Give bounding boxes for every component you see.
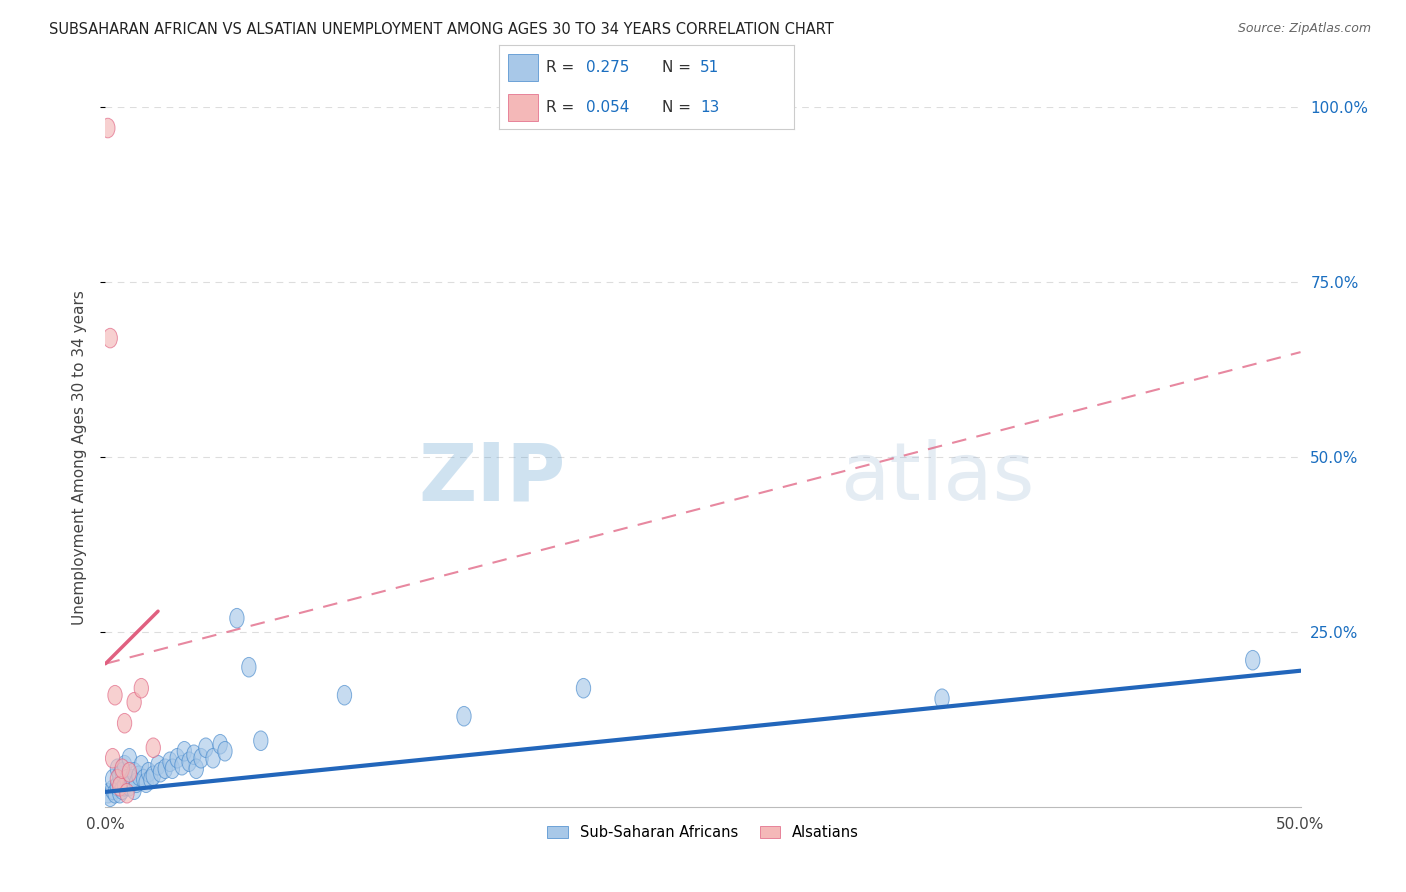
Ellipse shape	[110, 770, 125, 789]
Text: 0.275: 0.275	[586, 60, 630, 75]
Ellipse shape	[101, 119, 115, 138]
Text: 0.054: 0.054	[586, 100, 630, 115]
Ellipse shape	[174, 756, 188, 775]
Ellipse shape	[103, 328, 118, 348]
Ellipse shape	[118, 714, 132, 733]
Ellipse shape	[115, 759, 129, 779]
Text: N =: N =	[661, 100, 696, 115]
Text: Source: ZipAtlas.com: Source: ZipAtlas.com	[1237, 22, 1371, 36]
Ellipse shape	[134, 756, 149, 775]
Ellipse shape	[157, 759, 173, 779]
Ellipse shape	[112, 776, 127, 796]
Ellipse shape	[188, 759, 204, 779]
Ellipse shape	[146, 766, 160, 786]
Ellipse shape	[163, 752, 177, 772]
Ellipse shape	[101, 783, 115, 803]
Ellipse shape	[253, 731, 269, 750]
Ellipse shape	[105, 770, 120, 789]
Ellipse shape	[134, 679, 149, 698]
Ellipse shape	[205, 748, 221, 768]
Ellipse shape	[242, 657, 256, 677]
Ellipse shape	[127, 763, 141, 782]
Ellipse shape	[194, 748, 208, 768]
Ellipse shape	[115, 763, 129, 782]
Bar	[508, 94, 537, 120]
Ellipse shape	[127, 692, 141, 712]
Ellipse shape	[120, 770, 134, 789]
Ellipse shape	[214, 734, 228, 754]
Ellipse shape	[125, 770, 139, 789]
Ellipse shape	[122, 748, 136, 768]
Ellipse shape	[120, 783, 134, 803]
Text: atlas: atlas	[841, 439, 1035, 517]
Ellipse shape	[110, 759, 125, 779]
Text: ZIP: ZIP	[419, 439, 565, 517]
Ellipse shape	[112, 766, 127, 786]
Ellipse shape	[935, 689, 949, 708]
Text: 13: 13	[700, 100, 720, 115]
Text: 51: 51	[700, 60, 718, 75]
Ellipse shape	[118, 776, 132, 796]
Ellipse shape	[105, 780, 120, 799]
Ellipse shape	[177, 741, 191, 761]
Ellipse shape	[337, 685, 352, 705]
Ellipse shape	[457, 706, 471, 726]
Ellipse shape	[170, 748, 184, 768]
Ellipse shape	[229, 608, 245, 628]
Ellipse shape	[141, 763, 156, 782]
Ellipse shape	[115, 780, 129, 799]
Ellipse shape	[105, 748, 120, 768]
Ellipse shape	[218, 741, 232, 761]
Ellipse shape	[129, 773, 143, 793]
Ellipse shape	[122, 776, 136, 796]
Text: R =: R =	[547, 60, 579, 75]
Ellipse shape	[198, 738, 214, 757]
Ellipse shape	[150, 756, 166, 775]
Ellipse shape	[166, 759, 180, 779]
Ellipse shape	[187, 745, 201, 764]
Text: SUBSAHARAN AFRICAN VS ALSATIAN UNEMPLOYMENT AMONG AGES 30 TO 34 YEARS CORRELATIO: SUBSAHARAN AFRICAN VS ALSATIAN UNEMPLOYM…	[49, 22, 834, 37]
Ellipse shape	[153, 763, 167, 782]
Ellipse shape	[118, 756, 132, 775]
Ellipse shape	[122, 763, 136, 782]
Bar	[508, 54, 537, 81]
Ellipse shape	[127, 780, 141, 799]
Ellipse shape	[132, 766, 146, 786]
Ellipse shape	[112, 783, 127, 803]
Ellipse shape	[110, 776, 125, 796]
Ellipse shape	[103, 787, 118, 806]
Y-axis label: Unemployment Among Ages 30 to 34 years: Unemployment Among Ages 30 to 34 years	[72, 290, 87, 624]
Ellipse shape	[108, 685, 122, 705]
Ellipse shape	[576, 679, 591, 698]
Ellipse shape	[108, 783, 122, 803]
Ellipse shape	[136, 770, 150, 789]
Text: R =: R =	[547, 100, 579, 115]
Ellipse shape	[181, 752, 197, 772]
Text: N =: N =	[661, 60, 696, 75]
Ellipse shape	[143, 770, 157, 789]
Ellipse shape	[139, 773, 153, 793]
Ellipse shape	[146, 738, 160, 757]
Legend: Sub-Saharan Africans, Alsatians: Sub-Saharan Africans, Alsatians	[541, 819, 865, 846]
Ellipse shape	[1246, 650, 1260, 670]
